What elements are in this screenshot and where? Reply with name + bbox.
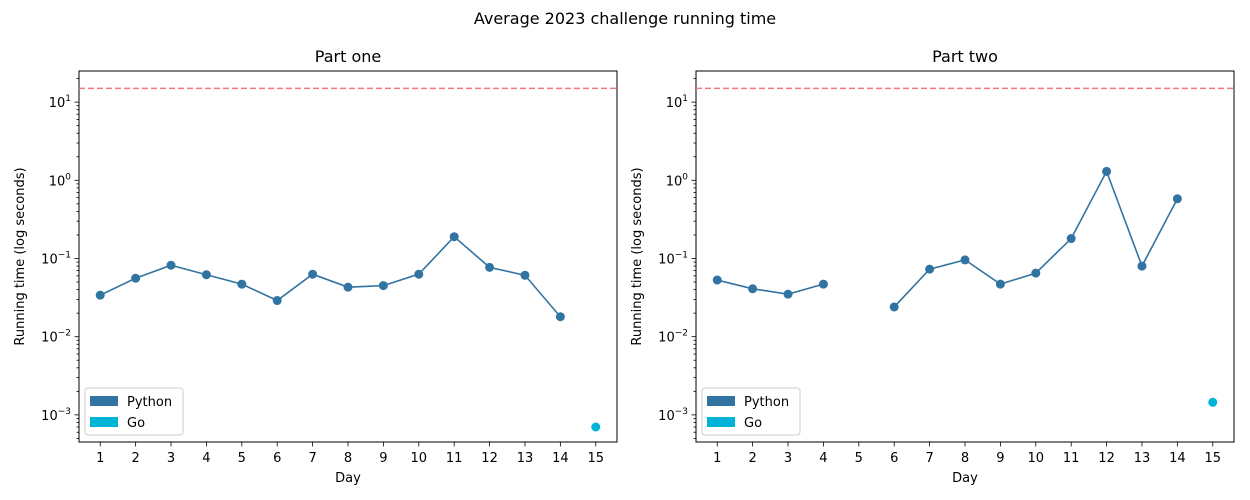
- python-point-day-9: [378, 281, 388, 291]
- legend-swatch-python: [707, 396, 735, 406]
- python-point-day-14: [555, 312, 565, 322]
- x-tick-label: 8: [961, 451, 969, 466]
- legend-swatch-go: [707, 417, 735, 427]
- python-series-line: [99, 235, 561, 318]
- x-tick-label: 6: [273, 451, 281, 466]
- x-tick-label: 6: [890, 451, 898, 466]
- python-point-day-10: [414, 269, 424, 279]
- x-tick-label: 3: [167, 451, 175, 466]
- x-tick-label: 10: [1028, 451, 1045, 466]
- chart-title: Average 2023 challenge running time: [474, 9, 776, 28]
- x-tick-label: 3: [784, 451, 792, 466]
- legend-label-go: Go: [127, 416, 145, 431]
- x-tick-label: 15: [1204, 451, 1221, 466]
- legend-swatch-go: [90, 417, 118, 427]
- python-point-day-11: [449, 232, 459, 242]
- y-tick-label: 10−2: [41, 329, 71, 346]
- python-point-day-1: [95, 290, 105, 300]
- x-tick-label: 11: [446, 451, 463, 466]
- y-tick-label: 100: [49, 172, 72, 189]
- go-point-day-15: [1208, 397, 1218, 407]
- y-axis-label: Running time (log seconds): [13, 167, 28, 345]
- x-tick-label: 14: [1169, 451, 1186, 466]
- python-point-day-2: [131, 273, 141, 283]
- x-tick-label: 8: [344, 451, 352, 466]
- x-tick-label: 11: [1063, 451, 1080, 466]
- y-tick-label: 10−1: [41, 250, 71, 267]
- x-tick-label: 13: [1134, 451, 1151, 466]
- python-point-day-7: [308, 269, 318, 279]
- python-point-day-14: [1172, 194, 1182, 204]
- python-point-day-2: [748, 284, 758, 294]
- x-axis-label: Day: [952, 471, 978, 486]
- x-tick-label: 1: [713, 451, 721, 466]
- legend-label-python: Python: [744, 395, 789, 410]
- x-tick-label: 5: [238, 451, 246, 466]
- x-tick-label: 12: [1098, 451, 1115, 466]
- x-tick-label: 9: [379, 451, 387, 466]
- y-tick-label: 101: [49, 94, 71, 111]
- legend-swatch-python: [90, 396, 118, 406]
- python-point-day-7: [925, 264, 935, 274]
- python-point-day-13: [1137, 261, 1147, 271]
- python-point-day-3: [783, 289, 793, 299]
- legend-label-go: Go: [744, 416, 762, 431]
- y-tick-label: 100: [666, 172, 689, 189]
- python-point-day-8: [343, 282, 353, 292]
- x-tick-label: 1: [96, 451, 104, 466]
- x-tick-label: 5: [855, 451, 863, 466]
- python-point-day-11: [1066, 234, 1076, 244]
- python-point-day-6: [272, 296, 282, 306]
- y-tick-label: 10−3: [658, 407, 688, 424]
- x-tick-label: 12: [481, 451, 498, 466]
- python-point-day-4: [818, 279, 828, 289]
- python-point-day-6: [889, 302, 899, 312]
- x-tick-label: 2: [131, 451, 139, 466]
- python-point-day-13: [520, 270, 530, 280]
- panel-subtitle: Part two: [932, 47, 998, 66]
- python-series-line: [893, 169, 1179, 308]
- y-tick-label: 101: [666, 94, 688, 111]
- x-tick-label: 2: [748, 451, 756, 466]
- python-point-day-9: [995, 279, 1005, 289]
- python-point-day-1: [712, 275, 722, 285]
- python-point-day-12: [1102, 166, 1112, 176]
- panel-subtitle: Part one: [315, 47, 381, 66]
- go-point-day-15: [591, 422, 601, 432]
- axes-frame: [78, 70, 618, 443]
- x-tick-label: 15: [587, 451, 604, 466]
- python-point-day-8: [960, 255, 970, 265]
- python-point-day-4: [201, 270, 211, 280]
- x-tick-label: 4: [202, 451, 210, 466]
- x-tick-label: 14: [552, 451, 569, 466]
- y-tick-label: 10−2: [658, 329, 688, 346]
- x-tick-label: 7: [925, 451, 933, 466]
- x-tick-label: 7: [308, 451, 316, 466]
- x-tick-label: 9: [996, 451, 1004, 466]
- python-point-day-12: [485, 262, 495, 272]
- python-point-day-10: [1031, 268, 1041, 278]
- y-tick-label: 10−3: [41, 407, 71, 424]
- x-axis-label: Day: [335, 471, 361, 486]
- python-point-day-5: [237, 279, 247, 289]
- x-tick-label: 4: [819, 451, 827, 466]
- python-series-line: [717, 279, 824, 295]
- python-point-day-3: [166, 260, 176, 270]
- legend-label-python: Python: [127, 395, 172, 410]
- y-tick-label: 10−1: [658, 250, 688, 267]
- x-tick-label: 10: [411, 451, 428, 466]
- x-tick-label: 13: [517, 451, 534, 466]
- y-axis-label: Running time (log seconds): [630, 167, 645, 345]
